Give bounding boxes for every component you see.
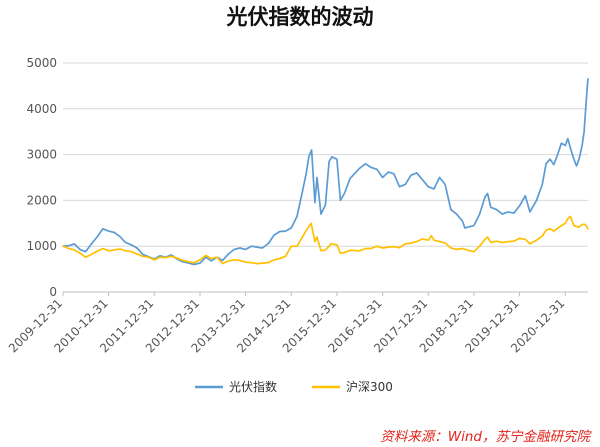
legend-label-2: 沪深300	[346, 380, 393, 394]
y-tick-label: 0	[49, 285, 57, 299]
y-axis: 0 1000 2000 3000 4000 5000	[26, 56, 57, 299]
y-tick-label: 5000	[26, 56, 57, 70]
source-note: 资料来源：Wind，苏宁金融研究院	[380, 429, 592, 445]
y-tick-label: 3000	[26, 148, 57, 162]
x-axis: 2009-12-312010-12-312011-12-312012-12-31…	[6, 292, 567, 355]
series-line-1	[62, 78, 589, 266]
y-tick-label: 1000	[26, 239, 57, 253]
series-lines	[62, 78, 589, 266]
legend-label-1: 光伏指数	[229, 379, 277, 394]
chart-title: 光伏指数的波动	[226, 5, 374, 29]
y-tick-label: 2000	[26, 193, 57, 207]
series-line-2	[62, 215, 589, 265]
y-tick-label: 4000	[26, 102, 57, 116]
grid-lines	[63, 62, 588, 293]
legend: 光伏指数 沪深300	[195, 379, 393, 394]
